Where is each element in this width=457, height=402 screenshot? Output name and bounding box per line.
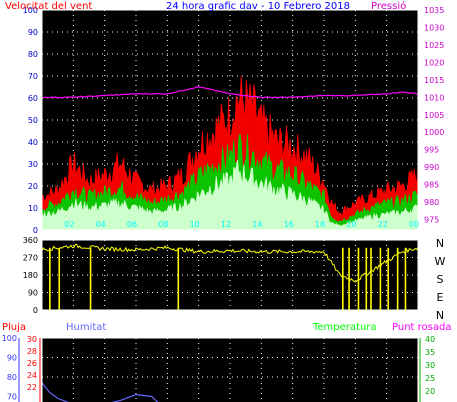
direction-tick-label: 180 [23,271,38,280]
rain-tick-label: 22 [27,383,37,392]
hour-tick-label: 00 [409,220,419,229]
hour-tick-label: 16 [284,220,294,229]
wind-tick-label: 0 [33,226,38,235]
wind-tick-label: 80 [28,50,38,59]
humidity-tick-label: 80 [7,373,17,382]
direction-tick-label: 360 [23,236,38,245]
pressure-tick-label: 1035 [424,6,444,15]
pressure-tick-label: 1025 [424,41,444,50]
wind-tick-label: 20 [28,182,38,191]
hour-tick-label: 02 [64,220,74,229]
series-pressio [41,86,419,99]
direction-tick-label: 270 [23,254,38,263]
chart-title: 24 hora grafic dav - 10 Febrero 2018 [166,1,350,12]
hour-tick-label: 08 [158,220,168,229]
wind-left-axis: 0 10 20 30 40 50 60 70 80 90 100 [23,6,38,235]
pressure-tick-label: 995 [424,146,439,155]
wind-plot-frame [41,9,419,231]
wind-tick-label: 90 [28,28,38,37]
humidity-left-axis: 100 90 80 70 [2,334,20,402]
wind-tick-label: 100 [23,6,38,15]
legend-humitat: Humitat [66,322,106,333]
compass-label-N: N [436,237,444,250]
wind-tick-label: 30 [28,160,38,169]
hour-tick-label: 18 [315,220,325,229]
direction-series [41,243,419,310]
pressure-tick-label: 1010 [424,93,444,102]
hour-tick-label: 06 [127,220,137,229]
rain-tick-label: 30 [27,335,37,344]
compass-label-N: N [436,309,444,322]
hour-tick-label: 14 [252,220,262,229]
wind-tick-label: 60 [28,94,38,103]
direction-plot-frame [41,239,419,311]
direction-tick-label: 90 [28,289,38,298]
pressure-tick-label: 1030 [424,23,444,32]
legend-punt-rosada: Punt rosada [392,322,451,333]
temperature-tick-label: 30 [425,361,435,370]
climate-plot-area [42,338,418,402]
hour-tick-label: 20 [346,220,356,229]
series-direccio [41,243,419,283]
wind-x-axis: 02 04 06 08 10 12 14 16 18 20 22 00 [64,220,419,229]
humidity-tick-label: 90 [7,354,17,363]
humidity-tick-label: 70 [7,393,17,402]
legend-temperatura: Temperatura [312,322,377,333]
rain-left-axis: 30 28 26 24 22 [27,335,41,402]
temperature-tick-label: 40 [425,335,435,344]
wind-tick-label: 40 [28,138,38,147]
rain-tick-label: 26 [27,359,37,368]
pressure-tick-label: 980 [424,198,439,207]
bottom-legend: Pluja Humitat Temperatura Punt rosada [2,322,451,333]
hour-tick-label: 04 [96,220,106,229]
compass-label-S: S [437,273,444,286]
legend-pluja: Pluja [2,322,26,333]
pressure-right-axis: 975 980 985 990 995 1000 1005 1010 1015 1020 1025 1… [424,6,444,225]
pressure-tick-label: 1020 [424,58,444,67]
wind-tick-label: 50 [28,116,38,125]
hour-tick-label: 10 [190,220,200,229]
pressure-tick-label: 975 [424,216,439,225]
temperature-tick-label: 35 [425,348,435,357]
wind-series [41,76,419,231]
pressure-tick-label: 1015 [424,76,444,85]
rain-tick-label: 28 [27,347,37,356]
wind-tick-label: 10 [28,204,38,213]
climate-plot-frame [41,337,419,402]
direction-tick-label: 0 [33,306,38,315]
temperature-tick-label: 20 [425,387,435,396]
series-humitat [41,382,159,402]
compass-label-E: E [437,291,444,304]
pressure-axis-title: Pressió [371,0,406,12]
pressure-tick-label: 985 [424,181,439,190]
compass-label-W: W [435,255,446,268]
wind-speed-axis-title: Velocitat del vent [5,1,92,12]
temperature-right-axis: 40 35 30 25 20 [419,335,435,402]
hour-tick-label: 12 [221,220,231,229]
climate-series [41,382,159,402]
rain-tick-label: 24 [27,371,37,380]
pressure-tick-label: 1000 [424,128,444,137]
temperature-tick-label: 25 [425,374,435,383]
wind-tick-label: 70 [28,72,38,81]
direction-left-axis: 0 90 180 270 360 [23,236,38,315]
series-vent [41,159,419,231]
hour-tick-label: 22 [378,220,388,229]
pressure-tick-label: 990 [424,163,439,172]
pressure-tick-label: 1005 [424,111,444,120]
humidity-tick-label: 100 [2,334,17,343]
